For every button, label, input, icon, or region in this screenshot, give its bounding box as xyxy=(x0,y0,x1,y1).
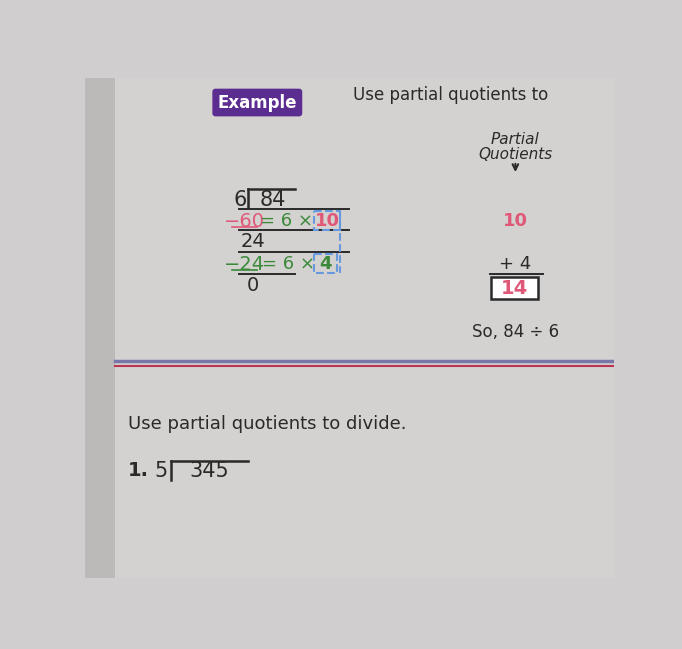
Text: 24: 24 xyxy=(240,232,265,251)
Text: Use partial quotients to divide.: Use partial quotients to divide. xyxy=(128,415,406,434)
Bar xyxy=(314,254,337,273)
Text: 345: 345 xyxy=(190,461,229,480)
Text: 4: 4 xyxy=(319,255,331,273)
Text: Partial: Partial xyxy=(491,132,539,147)
Text: 1.: 1. xyxy=(128,461,149,480)
Bar xyxy=(85,78,115,578)
Text: Example: Example xyxy=(218,93,297,112)
Text: 0: 0 xyxy=(246,276,258,295)
Text: + 4: + 4 xyxy=(499,255,531,273)
Bar xyxy=(314,211,340,230)
Text: 10: 10 xyxy=(503,212,528,230)
Text: 10: 10 xyxy=(314,212,340,230)
Text: 14: 14 xyxy=(501,279,529,299)
Text: −24: −24 xyxy=(224,254,265,274)
Bar xyxy=(491,277,538,299)
Text: So, 84 ÷ 6: So, 84 ÷ 6 xyxy=(472,323,559,341)
Text: = 6 ×: = 6 × xyxy=(262,255,315,273)
Text: −60: −60 xyxy=(224,212,265,230)
Text: Use partial quotients to: Use partial quotients to xyxy=(353,86,548,104)
Text: 6: 6 xyxy=(233,190,247,210)
Text: 5: 5 xyxy=(155,461,168,480)
Text: = 6 ×: = 6 × xyxy=(261,212,313,230)
FancyBboxPatch shape xyxy=(212,89,302,116)
Text: 84: 84 xyxy=(260,190,286,210)
Text: Quotients: Quotients xyxy=(478,147,552,162)
